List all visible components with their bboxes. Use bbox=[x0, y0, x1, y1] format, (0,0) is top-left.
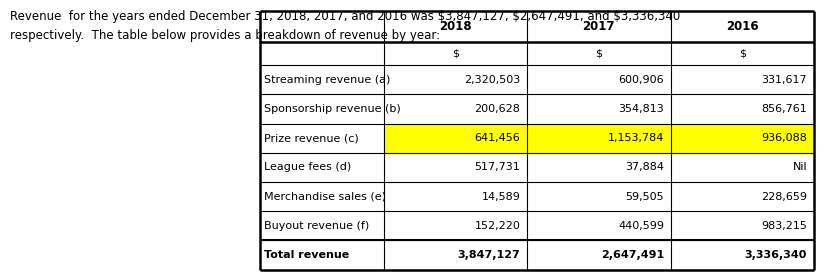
Text: $: $ bbox=[738, 49, 746, 59]
Text: Streaming revenue (a): Streaming revenue (a) bbox=[264, 75, 391, 85]
Text: 641,456: 641,456 bbox=[475, 133, 520, 143]
Text: 152,220: 152,220 bbox=[474, 221, 520, 231]
Text: Buyout revenue (f): Buyout revenue (f) bbox=[264, 221, 369, 231]
Text: 59,505: 59,505 bbox=[625, 192, 664, 202]
Text: 517,731: 517,731 bbox=[475, 163, 520, 172]
Text: Nil: Nil bbox=[792, 163, 807, 172]
Text: Merchandise sales (e): Merchandise sales (e) bbox=[264, 192, 387, 202]
Text: 2017: 2017 bbox=[582, 20, 615, 33]
Text: 228,659: 228,659 bbox=[761, 192, 807, 202]
Text: 2,647,491: 2,647,491 bbox=[601, 250, 664, 260]
Text: 3,847,127: 3,847,127 bbox=[458, 250, 520, 260]
Text: 2,320,503: 2,320,503 bbox=[464, 75, 520, 85]
Text: Total revenue: Total revenue bbox=[264, 250, 349, 260]
Text: 37,884: 37,884 bbox=[625, 163, 664, 172]
Text: 2018: 2018 bbox=[439, 20, 472, 33]
Text: Sponsorship revenue (b): Sponsorship revenue (b) bbox=[264, 104, 401, 114]
Text: 354,813: 354,813 bbox=[619, 104, 664, 114]
Text: 2016: 2016 bbox=[726, 20, 758, 33]
Text: 331,617: 331,617 bbox=[762, 75, 807, 85]
Text: Revenue  for the years ended December 31, 2018, 2017, and 2016 was $3,847,127, $: Revenue for the years ended December 31,… bbox=[10, 10, 680, 23]
Text: 440,599: 440,599 bbox=[618, 221, 664, 231]
Text: 983,215: 983,215 bbox=[761, 221, 807, 231]
Text: 1,153,784: 1,153,784 bbox=[608, 133, 664, 143]
Text: $: $ bbox=[596, 49, 602, 59]
Text: $: $ bbox=[452, 49, 459, 59]
Text: Prize revenue (c): Prize revenue (c) bbox=[264, 133, 359, 143]
Bar bbox=[384, 124, 814, 153]
Text: 200,628: 200,628 bbox=[474, 104, 520, 114]
Text: respectively.  The table below provides a breakdown of revenue by year:: respectively. The table below provides a… bbox=[10, 29, 440, 42]
Text: 600,906: 600,906 bbox=[619, 75, 664, 85]
Text: 14,589: 14,589 bbox=[482, 192, 520, 202]
Text: League fees (d): League fees (d) bbox=[264, 163, 352, 172]
Text: 936,088: 936,088 bbox=[761, 133, 807, 143]
Text: 3,336,340: 3,336,340 bbox=[744, 250, 807, 260]
Text: 856,761: 856,761 bbox=[762, 104, 807, 114]
